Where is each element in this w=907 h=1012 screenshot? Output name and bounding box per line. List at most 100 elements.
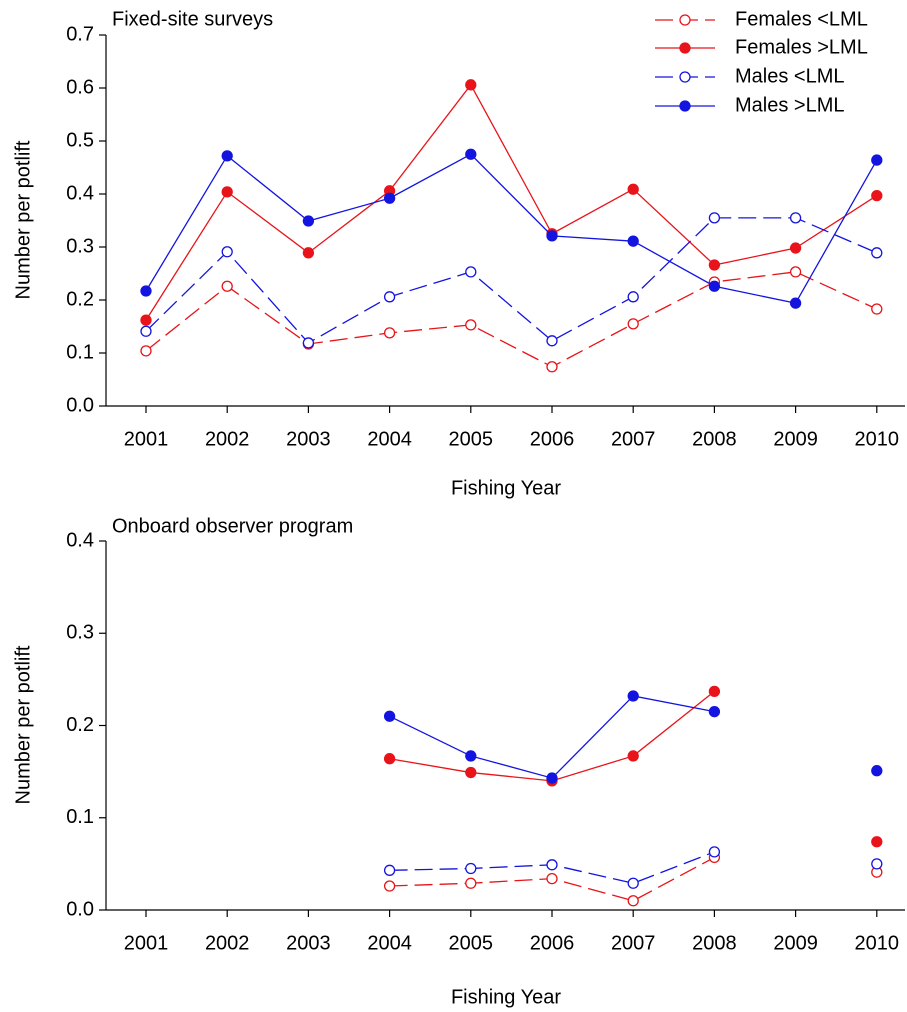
x-tick-label: 2008	[692, 932, 737, 954]
point	[383, 880, 396, 892]
series-line	[145, 83, 878, 321]
x-tick-label: 2001	[124, 428, 169, 450]
point	[546, 859, 558, 871]
point	[465, 862, 477, 875]
point	[708, 685, 721, 698]
x-tick-label: 2002	[205, 428, 250, 450]
legend-label: Females >LML	[735, 36, 868, 58]
point	[546, 772, 558, 784]
point	[789, 297, 802, 309]
legend-label: Females <LML	[735, 8, 868, 30]
x-tick-label: 2005	[449, 932, 494, 954]
point	[871, 247, 883, 259]
point	[789, 266, 802, 278]
point	[383, 192, 396, 204]
point	[302, 215, 315, 227]
point	[871, 765, 883, 777]
point	[546, 230, 558, 242]
chart-title: Fixed-site surveys	[112, 8, 273, 30]
point	[221, 186, 233, 198]
x-tick-label: 2003	[286, 932, 331, 954]
series-line	[389, 695, 715, 779]
point	[465, 750, 477, 762]
point	[627, 877, 639, 889]
x-tick-label: 2007	[611, 932, 656, 954]
point	[140, 285, 152, 297]
legend-marker	[679, 14, 691, 26]
x-tick-label: 2004	[367, 932, 412, 954]
point	[546, 361, 558, 373]
point	[383, 864, 396, 876]
y-tick-label: 0.4	[66, 182, 94, 204]
y-tick-label: 0.1	[66, 806, 94, 828]
point	[140, 345, 152, 357]
x-tick-label: 2006	[530, 428, 575, 450]
series-line	[145, 217, 878, 344]
point	[708, 846, 721, 858]
chart-title: Onboard observer program	[112, 515, 353, 537]
point	[383, 327, 396, 339]
point	[465, 766, 477, 779]
point	[708, 259, 721, 271]
point	[221, 280, 233, 292]
x-tick-label: 2003	[286, 428, 331, 450]
point	[871, 836, 883, 848]
x-tick-label: 2008	[692, 428, 737, 450]
point	[546, 335, 558, 347]
point	[708, 212, 721, 224]
point	[627, 183, 639, 195]
y-tick-label: 0.3	[66, 622, 94, 644]
point	[465, 79, 477, 91]
series-line	[145, 271, 878, 368]
legend-label: Males <LML	[735, 65, 845, 87]
point	[789, 212, 802, 224]
x-tick-label: 2005	[449, 428, 494, 450]
point	[871, 154, 883, 166]
point	[871, 189, 883, 202]
point	[465, 319, 477, 331]
point	[871, 858, 883, 870]
point	[627, 750, 639, 762]
y-tick-label: 0.0	[66, 394, 94, 416]
y-tick-label: 0.1	[66, 341, 94, 363]
point	[302, 247, 315, 259]
x-tick-label: 2009	[773, 932, 818, 954]
point	[627, 318, 639, 330]
point	[383, 291, 396, 303]
point	[221, 150, 233, 162]
legend-marker	[679, 100, 691, 112]
y-tick-label: 0.6	[66, 76, 94, 98]
x-tick-label: 2010	[855, 428, 900, 450]
legend-label: Males >LML	[735, 94, 845, 116]
x-tick-label: 2010	[855, 932, 900, 954]
y-axis-label: Number per potlift	[12, 140, 34, 299]
point	[708, 706, 721, 718]
y-tick-label: 0.4	[66, 529, 94, 551]
point	[140, 314, 152, 326]
legend-marker	[679, 71, 691, 83]
y-tick-label: 0.5	[66, 129, 94, 151]
point	[302, 337, 315, 349]
y-axis-label: Number per potlift	[12, 645, 34, 804]
point	[221, 246, 233, 258]
y-tick-label: 0.3	[66, 235, 94, 257]
point	[627, 235, 639, 247]
legend-marker	[679, 42, 691, 54]
point	[465, 148, 477, 160]
x-axis-label: Fishing Year	[451, 986, 561, 1008]
point	[465, 877, 477, 889]
x-tick-label: 2009	[773, 428, 818, 450]
point	[383, 753, 396, 765]
x-tick-label: 2007	[611, 428, 656, 450]
x-tick-label: 2001	[124, 932, 169, 954]
y-tick-label: 0.0	[66, 898, 94, 920]
point	[871, 303, 883, 315]
point	[383, 710, 396, 722]
point	[708, 280, 721, 292]
y-tick-label: 0.2	[66, 714, 94, 736]
point	[546, 872, 558, 885]
series-line	[389, 690, 715, 782]
point	[789, 242, 802, 254]
